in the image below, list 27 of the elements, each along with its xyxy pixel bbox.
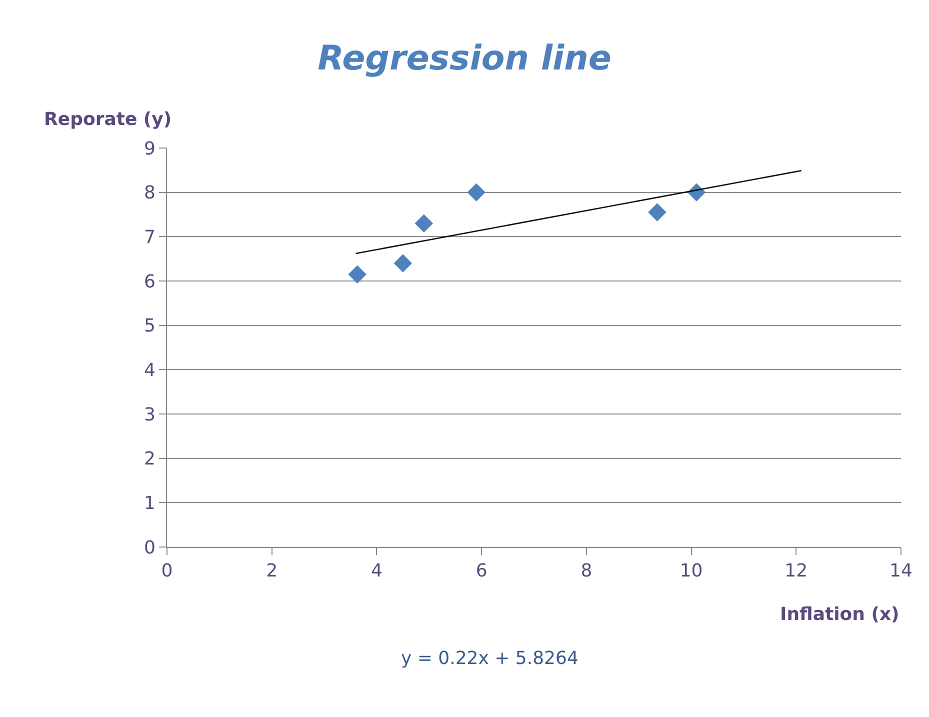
y-tick-label: 2	[144, 448, 156, 470]
point	[467, 183, 486, 202]
x-tick-label: 6	[476, 560, 488, 582]
x-tick-label: 0	[161, 560, 173, 582]
point	[414, 214, 433, 232]
chart-title: Regression line	[318, 38, 612, 78]
x-tick-label: 8	[580, 560, 592, 582]
y-tick-label: 0	[144, 537, 156, 558]
y-tick-label: 8	[144, 182, 156, 204]
y-axis-title: Reporate (y)	[44, 109, 172, 130]
point	[648, 203, 666, 222]
text: y = 0.22x + 5.8264	[401, 648, 578, 669]
y-tick-label: 4	[144, 360, 156, 381]
y-tick-label: 6	[144, 271, 156, 292]
x-tick-label: 10	[680, 560, 703, 582]
x-tick-label: 2	[266, 560, 278, 582]
y-tick-label: 1	[144, 492, 156, 514]
y-tick-label: 7	[144, 226, 156, 248]
x-tick-label: 4	[370, 560, 382, 582]
y-tick-label: 3	[144, 404, 156, 426]
y-tick-label: 9	[144, 138, 156, 160]
point	[348, 265, 366, 284]
point	[394, 254, 412, 272]
x-axis-title: Inflation (x)	[780, 604, 900, 625]
x-tick-label: 14	[890, 560, 912, 582]
y-tick-label: 5	[144, 316, 156, 337]
x-tick-label: 12	[784, 560, 808, 582]
